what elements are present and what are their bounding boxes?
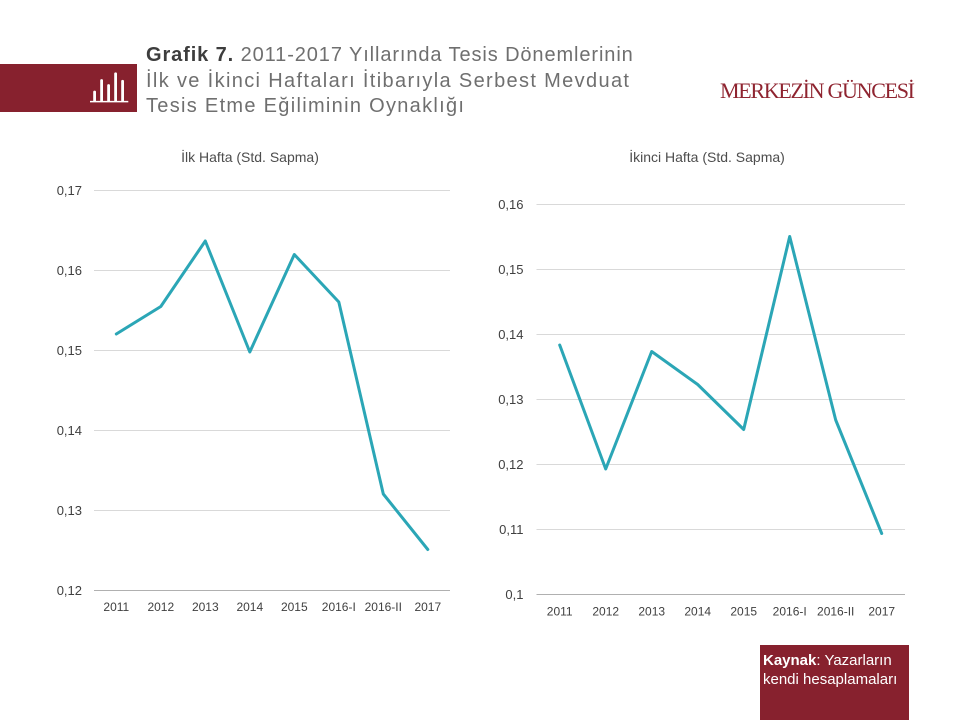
svg-text:0,16: 0,16	[57, 263, 82, 278]
svg-text:2011: 2011	[103, 600, 129, 614]
svg-text:0,13: 0,13	[57, 503, 82, 518]
svg-text:2016-II: 2016-II	[365, 600, 402, 614]
svg-text:0,17: 0,17	[57, 183, 82, 198]
svg-text:2013: 2013	[638, 605, 665, 619]
svg-text:0,15: 0,15	[57, 343, 82, 358]
svg-text:2016-I: 2016-I	[773, 605, 807, 619]
svg-text:0,14: 0,14	[57, 423, 82, 438]
svg-text:0,12: 0,12	[498, 457, 523, 472]
svg-text:2013: 2013	[192, 600, 219, 614]
svg-text:2016-II: 2016-II	[817, 605, 854, 619]
svg-text:2012: 2012	[592, 605, 619, 619]
svg-text:2012: 2012	[147, 600, 174, 614]
svg-text:İkinci Hafta (Std. Sapma): İkinci Hafta (Std. Sapma)	[629, 148, 785, 165]
svg-text:2017: 2017	[414, 600, 441, 614]
svg-text:2015: 2015	[730, 605, 757, 619]
svg-text:2011: 2011	[547, 605, 573, 619]
svg-text:0,14: 0,14	[498, 327, 523, 342]
svg-text:2014: 2014	[236, 600, 263, 614]
svg-text:2014: 2014	[684, 605, 711, 619]
svg-text:0,12: 0,12	[57, 583, 82, 598]
svg-text:0,1: 0,1	[505, 587, 523, 602]
svg-text:0,16: 0,16	[498, 197, 523, 212]
svg-text:0,13: 0,13	[498, 392, 523, 407]
svg-text:2015: 2015	[281, 600, 308, 614]
svg-text:İlk Hafta (Std. Sapma): İlk Hafta (Std. Sapma)	[181, 148, 319, 165]
svg-text:0,11: 0,11	[499, 522, 523, 537]
svg-text:2016-I: 2016-I	[322, 600, 356, 614]
svg-text:2017: 2017	[868, 605, 895, 619]
svg-text:0,15: 0,15	[498, 262, 523, 277]
